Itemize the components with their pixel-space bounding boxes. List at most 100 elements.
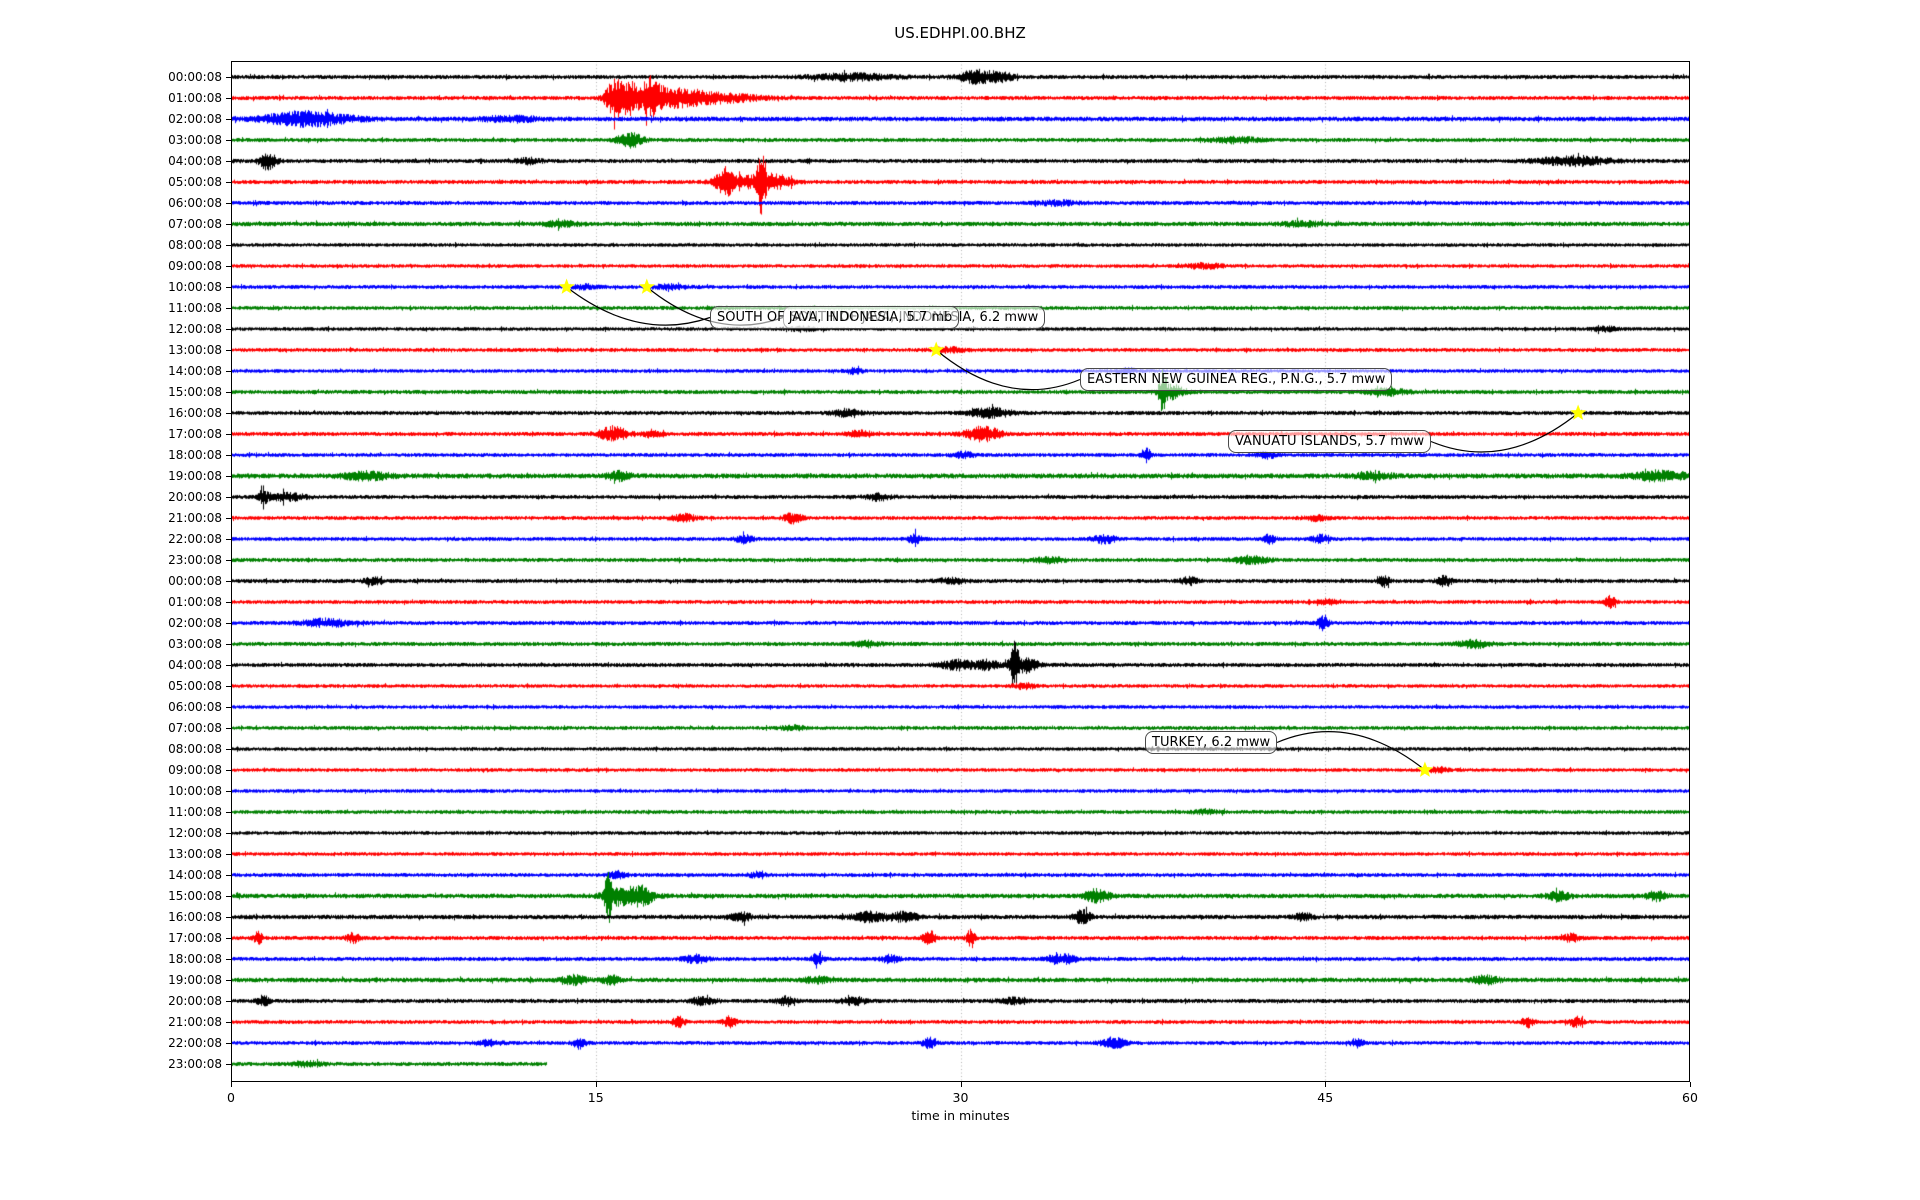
y-tick-label: 21:00:08 (168, 511, 222, 525)
y-tick-mark (226, 98, 231, 99)
y-tick-label: 15:00:08 (168, 385, 222, 399)
x-axis-label: time in minutes (911, 1108, 1010, 1123)
event-star-icon (638, 278, 655, 294)
y-tick-mark (226, 1001, 231, 1002)
y-tick-label: 13:00:08 (168, 343, 222, 357)
y-tick-mark (226, 1022, 231, 1023)
y-tick-label: 00:00:08 (168, 574, 222, 588)
y-tick-label: 21:00:08 (168, 1015, 222, 1029)
event-star-icon (928, 341, 945, 357)
y-tick-mark (226, 665, 231, 666)
y-tick-mark (226, 602, 231, 603)
y-tick-mark (226, 728, 231, 729)
event-annotation: TURKEY, 6.2 mww (1145, 731, 1278, 754)
y-tick-mark (226, 182, 231, 183)
y-tick-mark (226, 560, 231, 561)
y-tick-mark (226, 224, 231, 225)
y-tick-label: 13:00:08 (168, 847, 222, 861)
x-tick-mark (1325, 1082, 1326, 1087)
y-tick-label: 18:00:08 (168, 952, 222, 966)
y-tick-label: 12:00:08 (168, 322, 222, 336)
y-tick-label: 16:00:08 (168, 406, 222, 420)
y-tick-mark (226, 77, 231, 78)
y-tick-mark (226, 959, 231, 960)
seismogram-canvas (231, 61, 1690, 1082)
y-tick-label: 06:00:08 (168, 700, 222, 714)
y-tick-mark (226, 371, 231, 372)
event-annotation: EASTERN NEW GUINEA REG., P.N.G., 5.7 mww (1080, 368, 1393, 391)
y-tick-label: 23:00:08 (168, 1057, 222, 1071)
annotation-connector (1430, 412, 1579, 453)
y-tick-mark (226, 854, 231, 855)
y-tick-label: 10:00:08 (168, 784, 222, 798)
annotation-connector (566, 286, 711, 326)
y-tick-mark (226, 329, 231, 330)
y-tick-mark (226, 476, 231, 477)
y-tick-mark (226, 644, 231, 645)
x-tick-label: 60 (1682, 1090, 1698, 1105)
y-tick-mark (226, 161, 231, 162)
annotation-connector (935, 349, 1081, 391)
y-tick-label: 14:00:08 (168, 868, 222, 882)
y-tick-label: 08:00:08 (168, 742, 222, 756)
y-tick-label: 08:00:08 (168, 238, 222, 252)
event-star-icon (558, 278, 575, 294)
y-tick-mark (226, 350, 231, 351)
y-tick-label: 04:00:08 (168, 658, 222, 672)
y-tick-mark (226, 791, 231, 792)
y-tick-mark (226, 623, 231, 624)
y-tick-label: 14:00:08 (168, 364, 222, 378)
y-tick-label: 18:00:08 (168, 448, 222, 462)
y-tick-label: 07:00:08 (168, 217, 222, 231)
y-tick-label: 04:00:08 (168, 154, 222, 168)
y-tick-mark (226, 140, 231, 141)
y-tick-mark (226, 518, 231, 519)
y-tick-mark (226, 308, 231, 309)
y-tick-mark (226, 686, 231, 687)
x-tick-mark (1690, 1082, 1691, 1087)
y-tick-mark (226, 497, 231, 498)
x-tick-label: 15 (587, 1090, 604, 1105)
y-tick-mark (226, 749, 231, 750)
y-tick-label: 23:00:08 (168, 553, 222, 567)
y-tick-label: 11:00:08 (168, 301, 222, 315)
y-tick-mark (226, 287, 231, 288)
y-tick-mark (226, 119, 231, 120)
y-tick-label: 05:00:08 (168, 175, 222, 189)
y-tick-mark (226, 413, 231, 414)
y-tick-mark (226, 833, 231, 834)
y-tick-mark (226, 455, 231, 456)
y-tick-label: 15:00:08 (168, 889, 222, 903)
y-tick-label: 05:00:08 (168, 679, 222, 693)
y-tick-mark (226, 539, 231, 540)
x-tick-label: 30 (952, 1090, 969, 1105)
y-tick-mark (226, 917, 231, 918)
y-tick-mark (226, 266, 231, 267)
x-tick-mark (961, 1082, 962, 1087)
y-tick-mark (226, 203, 231, 204)
x-tick-mark (596, 1082, 597, 1087)
event-star-icon (1570, 404, 1587, 420)
annotation-overlay (558, 278, 1587, 777)
y-tick-label: 06:00:08 (168, 196, 222, 210)
y-tick-mark (226, 896, 231, 897)
y-tick-label: 02:00:08 (168, 616, 222, 630)
y-tick-label: 10:00:08 (168, 280, 222, 294)
y-tick-label: 22:00:08 (168, 1036, 222, 1050)
y-tick-label: 03:00:08 (168, 133, 222, 147)
y-tick-mark (226, 812, 231, 813)
event-annotation: SOUTH OF JAVA, INDONESIA, 5.7 mb (710, 306, 960, 329)
y-tick-label: 16:00:08 (168, 910, 222, 924)
x-tick-mark (231, 1082, 232, 1087)
y-tick-label: 07:00:08 (168, 721, 222, 735)
y-tick-label: 00:00:08 (168, 70, 222, 84)
y-tick-mark (226, 980, 231, 981)
y-tick-label: 17:00:08 (168, 427, 222, 441)
y-tick-label: 01:00:08 (168, 595, 222, 609)
y-tick-label: 20:00:08 (168, 994, 222, 1008)
y-tick-label: 02:00:08 (168, 112, 222, 126)
y-tick-mark (226, 392, 231, 393)
y-tick-mark (226, 245, 231, 246)
y-tick-label: 09:00:08 (168, 763, 222, 777)
